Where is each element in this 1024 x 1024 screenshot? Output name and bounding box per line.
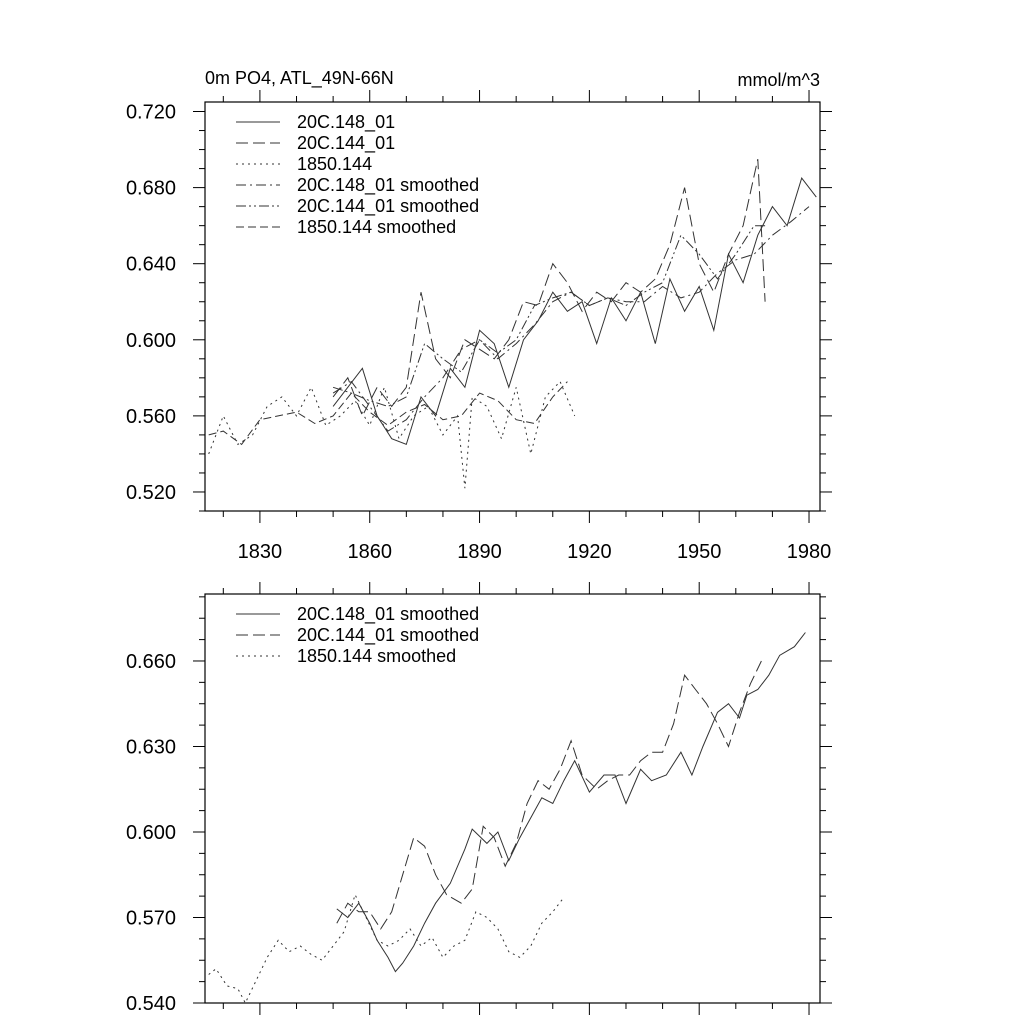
y-tick-label: 0.660 [126,651,176,673]
x-tick-label: 1890 [457,541,502,563]
y-tick-label: 0.570 [126,907,176,929]
legend-label: 20C.148_01 [297,112,395,133]
plot-frame [204,593,821,1004]
x-tick-label: 1980 [787,541,832,563]
legend-label: 1850.144 smoothed [297,217,456,237]
legend-label: 20C.144_01 smoothed [297,196,479,217]
series-line-2 [208,380,576,489]
x-tick-label: 1860 [347,541,392,563]
series-line-0 [332,177,817,446]
legend-label: 20C.144_01 smoothed [297,625,479,646]
y-tick-label: 0.720 [126,102,176,124]
series-line-1 [336,660,762,930]
y-tick-label: 0.640 [126,254,176,276]
bottom-panel: 0.540 0.570 0.600 0.630 0.660 20C.148_01 smoo… [126,582,832,1015]
y-tick-label: 0.600 [126,822,176,844]
chart-title: 0m PO4, ATL_49N-66N [205,68,394,89]
y-tick-label: 0.680 [126,178,176,200]
legend-label: 20C.148_01 smoothed [297,604,479,625]
series-line-5 [208,381,568,446]
plot-frame [204,101,821,512]
x-tick-label: 1830 [238,541,283,563]
y-tick-label: 0.630 [126,736,176,758]
top-panel: 0m PO4, ATL_49N-66N mmol/m^3 1830 1860 189… [126,68,832,563]
legend-label: 1850.144 [297,154,372,174]
series-line-2 [208,893,565,1003]
units-label: mmol/m^3 [738,70,820,90]
series-line-1 [332,158,766,418]
y-tick-label: 0.600 [126,330,176,352]
legend-label: 20C.144_01 [297,133,395,154]
x-tick-label: 1950 [677,541,722,563]
series-line-4 [332,225,766,407]
series-line-0 [336,632,806,973]
legend-label: 20C.148_01 smoothed [297,175,479,196]
y-tick-label: 0.520 [126,482,176,504]
y-tick-label: 0.540 [126,993,176,1015]
x-tick-label: 1920 [567,541,612,563]
y-tick-label: 0.560 [126,406,176,428]
legend-label: 1850.144 smoothed [297,646,456,666]
